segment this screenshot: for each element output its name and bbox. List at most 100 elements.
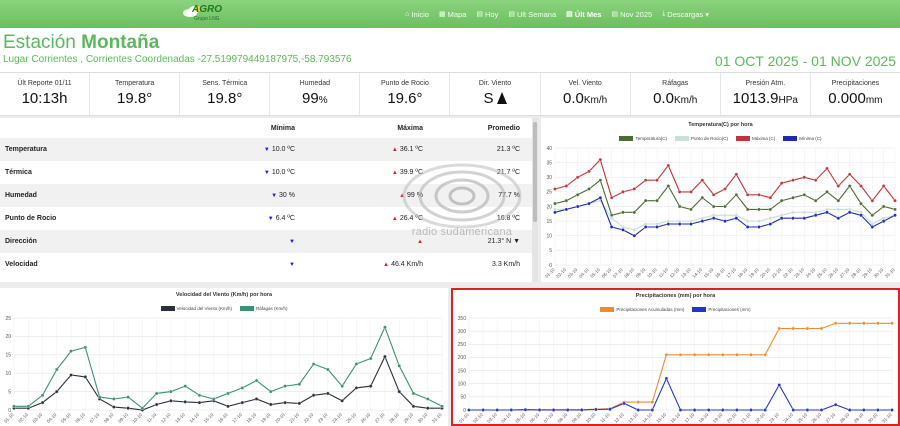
x-tick-label: 21-10: [740, 412, 752, 424]
nav-nov-2025[interactable]: ▤ Nov 2025: [606, 10, 657, 19]
x-tick-label: 26-10: [827, 267, 839, 279]
x-tick-label: 29-10: [861, 267, 873, 279]
data-point: [721, 408, 725, 412]
x-tick-label: 06-10: [529, 412, 541, 424]
data-point: [587, 187, 591, 191]
data-point: [297, 401, 302, 406]
x-tick-label: 31-10: [884, 267, 896, 279]
x-tick-label: 17-10: [684, 412, 696, 424]
legend-item[interactable]: Ráfagas (Km/h): [239, 306, 287, 311]
down-arrow-icon: ▼: [263, 170, 270, 176]
x-tick-label: 14-10: [641, 412, 653, 424]
x-tick-label: 29-10: [853, 412, 865, 424]
stat-label: Humedad: [299, 80, 330, 87]
nav-descargas-dropdown[interactable]: ⤓ Descargas ▾: [657, 10, 714, 19]
x-tick-label: 02-10: [555, 267, 567, 279]
table-header: Mínima Máxima Promedio: [0, 118, 538, 138]
data-point: [763, 353, 767, 357]
up-arrow-icon: ▲: [399, 193, 406, 199]
legend-item[interactable]: Temperatura(C): [619, 136, 667, 141]
logo-text: AGRO: [192, 4, 222, 15]
y-tick-label: 25: [5, 316, 11, 322]
data-point: [836, 198, 841, 203]
stat-label: Vel. Viento: [568, 80, 602, 87]
up-arrow-icon: ▲: [391, 170, 398, 176]
data-point: [836, 207, 841, 212]
calendar-icon: ▤: [611, 11, 619, 18]
data-point: [643, 225, 648, 229]
data-point: [859, 184, 863, 188]
data-point: [711, 193, 716, 197]
data-point: [833, 402, 838, 407]
legend-item[interactable]: Velocidad del Viento (Km/h): [160, 306, 232, 311]
x-tick-label: 13-10: [627, 412, 639, 424]
table-row: Punto de Rocio ▼ 6.4 ºC ▲ 26.4 ºC 16.8 ºC: [5, 215, 520, 222]
x-tick-label: 03-10: [32, 412, 44, 424]
data-point: [154, 402, 159, 407]
y-tick-label: 200: [458, 355, 467, 361]
table-scrollbar[interactable]: [532, 118, 538, 282]
data-point: [791, 326, 796, 331]
x-tick-label: 23-10: [793, 267, 805, 279]
data-point: [197, 400, 202, 405]
y-tick-label: 5: [8, 389, 11, 395]
wind-chart: 0 5 10 15 20 25 01-10 02-10 03-10 04-10 05-10 06-10…: [3, 316, 444, 424]
data-point: [440, 404, 444, 409]
data-point: [847, 207, 852, 212]
data-point: [749, 408, 753, 412]
y-tick-label: 150: [458, 368, 467, 374]
data-point: [859, 210, 863, 215]
data-point: [55, 389, 59, 394]
data-point: [777, 383, 781, 387]
data-point: [749, 353, 753, 357]
nav-inicio[interactable]: ⌂ Inicio: [400, 10, 434, 19]
watermark-text: radio sudamericana: [411, 226, 513, 238]
data-point: [723, 187, 727, 191]
cloud-logo-icon: [183, 6, 201, 17]
table-row: Velocidad ▼ ▲ 46.4 Km/h 3.3 Km/h: [5, 261, 520, 268]
stat-dew-point: Punto de Rocio 19.6°: [360, 73, 451, 115]
data-point: [368, 356, 373, 361]
x-tick-label: 23-10: [317, 412, 329, 424]
legend-item[interactable]: Precipitaciones Acumuladas (mm): [600, 307, 684, 312]
x-tick-label: 20-10: [759, 267, 771, 279]
data-point: [169, 399, 173, 403]
nav-mapa[interactable]: ▦ Mapa: [434, 10, 471, 19]
nav-hoy[interactable]: ▤ Hoy: [471, 10, 503, 19]
x-tick-label: 04-10: [46, 412, 58, 424]
agro-logo[interactable]: AGRO Grupo LNG: [182, 3, 230, 25]
data-point: [425, 397, 430, 401]
x-tick-label: 27-10: [825, 412, 837, 424]
data-point: [509, 408, 514, 412]
data-point: [340, 399, 344, 403]
data-point: [183, 384, 187, 388]
data-point: [735, 353, 739, 357]
data-point: [580, 408, 584, 412]
data-point: [763, 408, 767, 412]
data-point: [537, 408, 542, 412]
stat-label: Ráfagas: [662, 80, 689, 87]
data-point: [564, 184, 569, 188]
scroll-thumb[interactable]: [533, 122, 537, 222]
y-tick-label: 100: [458, 382, 467, 388]
stat-precipitation: Precipitaciones 0.000mm: [811, 73, 900, 115]
legend-item[interactable]: Precipitaciones (mm): [692, 307, 751, 312]
x-tick-label: 29-10: [402, 412, 414, 424]
data-point: [183, 400, 187, 404]
legend-item[interactable]: Punto de Rocio(C): [674, 136, 728, 141]
data-point: [643, 198, 648, 203]
legend-item[interactable]: Máxima (C): [736, 136, 775, 141]
precipitation-chart: 0 50 100 150 200 250 300 350 01-10 02-10 03-10 04-1…: [458, 316, 894, 424]
data-point: [678, 408, 683, 412]
nav-ult-mes[interactable]: ▤ Últ Mes: [561, 10, 606, 19]
stat-gusts: Ráfagas 0.0Km/h: [631, 73, 721, 115]
data-point: [757, 193, 761, 197]
data-point: [326, 391, 330, 396]
data-point: [859, 213, 863, 218]
data-point: [881, 219, 886, 223]
y-tick-label: 40: [546, 146, 552, 152]
stat-label: Últ Reporte 01/11: [17, 80, 72, 87]
x-tick-label: 01-10: [458, 412, 470, 424]
nav-ult-semana[interactable]: ▤ Ult Semana: [503, 10, 561, 19]
legend-item[interactable]: Mínima (C): [783, 136, 822, 141]
